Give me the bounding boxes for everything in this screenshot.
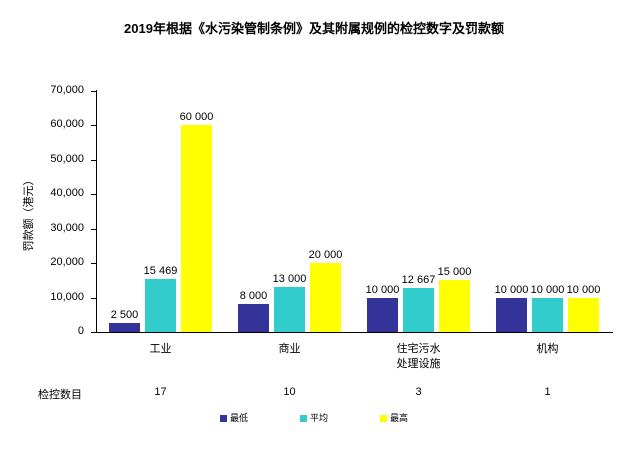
legend-swatch-icon: [380, 415, 387, 422]
bar-value-label: 12 667: [401, 274, 436, 287]
x-axis-category-label-line: 工业: [149, 343, 172, 355]
x-axis-category-label: 工业: [96, 342, 225, 357]
y-axis-tick: [91, 159, 97, 161]
prosecution-count-row-title: 检控数目: [38, 389, 82, 401]
legend-label: 最高: [390, 413, 409, 423]
bar-value-label: 10 000: [566, 283, 601, 296]
bar: [439, 280, 470, 332]
bar: [310, 263, 341, 332]
chart-title: 2019年根据《水污染管制条例》及其附属规例的检控数字及罚款额: [124, 21, 504, 36]
bar: [532, 297, 563, 332]
x-axis-category-label: 机构: [483, 342, 612, 357]
y-axis-tick-label: 40,000: [50, 187, 84, 200]
y-axis-tick-label: 0: [77, 325, 84, 337]
bar: [403, 288, 434, 332]
bar: [181, 125, 212, 332]
bar-value-label: 10 000: [494, 283, 529, 296]
bar: [238, 304, 269, 332]
bar-value-label: 15 000: [437, 266, 472, 279]
legend-label: 平均: [309, 413, 328, 423]
y-axis-tick-label: 50,000: [50, 152, 84, 165]
y-axis-tick: [91, 91, 97, 92]
prosecution-count-value: 10: [283, 386, 296, 398]
bar-value-label: 2 500: [110, 309, 139, 322]
y-axis-line: [96, 90, 97, 333]
bar: [367, 297, 398, 332]
bar-value-label: 15 469: [143, 264, 178, 277]
y-axis-tick: [91, 297, 97, 299]
y-axis-tick: [91, 125, 97, 127]
x-axis-category-label: 商业: [225, 342, 354, 357]
bar-value-label: 8 000: [239, 290, 268, 303]
x-axis-category-label: 住宅污水 处理设施: [354, 342, 483, 372]
prosecution-count-value: 3: [415, 386, 422, 398]
bar-value-label: 20 000: [308, 249, 343, 262]
legend-item[interactable]: 平均: [299, 413, 328, 423]
legend-label: 最低: [229, 413, 248, 423]
bar: [568, 297, 599, 332]
y-axis-tick: [91, 194, 97, 196]
legend-swatch-icon: [219, 415, 227, 422]
prosecution-count-value: 17: [154, 386, 167, 398]
y-axis-tick-label: 20,000: [50, 256, 84, 269]
legend-item[interactable]: 最高: [380, 414, 408, 423]
y-axis-tick-label: 60,000: [50, 118, 84, 131]
x-axis-category-label-line: 住宅污水: [396, 343, 441, 355]
bar: [496, 297, 527, 332]
x-axis-category-label-line: 处理设施: [396, 358, 441, 370]
y-axis-tick: [91, 263, 97, 265]
bar: [145, 278, 176, 332]
legend-swatch-icon: [299, 415, 307, 422]
bar: [274, 287, 305, 332]
bar-value-label: 10 000: [365, 283, 400, 296]
y-axis-tick-label: 70,000: [50, 84, 84, 96]
y-axis-tick-label: 30,000: [50, 221, 84, 234]
y-axis-tick-label: 10,000: [50, 290, 84, 303]
bars-layer: [96, 91, 612, 332]
x-axis-category-label-line: 商业: [278, 343, 301, 355]
y-axis-tick: [91, 332, 97, 333]
x-axis-category-label-line: 机构: [536, 343, 559, 355]
x-axis-line: [96, 332, 613, 333]
bar: [109, 323, 140, 332]
y-axis-tick: [91, 228, 97, 230]
bar-value-label: 10 000: [530, 283, 565, 296]
prosecution-count-value: 1: [544, 386, 551, 398]
chart-legend: 最低 平均 最高: [0, 414, 628, 423]
bar-value-label: 60 000: [179, 111, 214, 124]
bar-value-label: 13 000: [272, 273, 307, 286]
legend-item[interactable]: 最低: [219, 413, 248, 423]
